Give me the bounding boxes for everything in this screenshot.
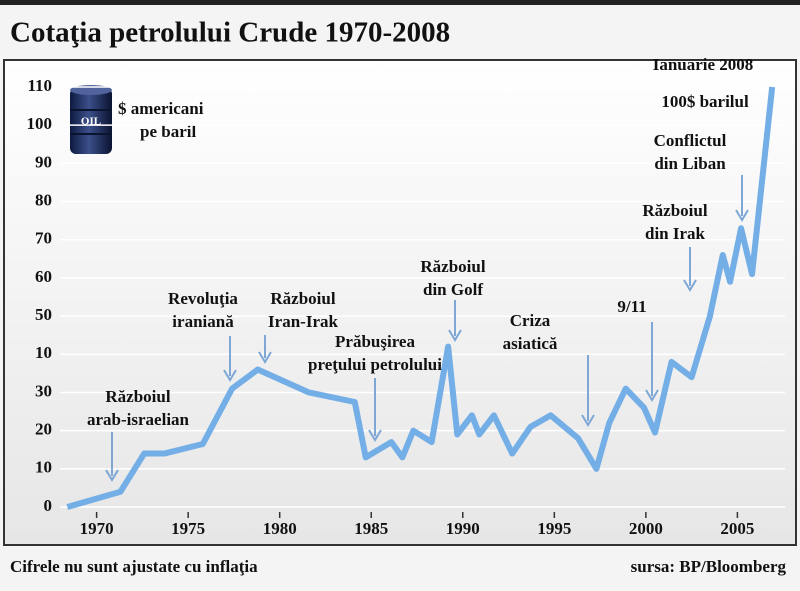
y-tick-label: 10 bbox=[35, 458, 52, 477]
y-tick-label: 10 bbox=[35, 343, 52, 362]
annotation: 9/11 bbox=[617, 297, 646, 316]
annotation: Revoluţia bbox=[168, 289, 238, 308]
annotation: Criza bbox=[510, 311, 551, 330]
x-tick-label: 2005 bbox=[720, 519, 754, 538]
top-bar bbox=[0, 0, 800, 5]
oil-icon: OIL bbox=[70, 85, 112, 154]
x-tick-label: 1970 bbox=[80, 519, 114, 538]
subtitle: $ americani bbox=[118, 99, 204, 118]
arrow-head bbox=[735, 209, 749, 222]
arrow-head bbox=[105, 469, 119, 482]
y-tick-label: 110 bbox=[27, 76, 52, 95]
annotation: din Irak bbox=[645, 224, 706, 243]
annotation: Prăbuşirea bbox=[335, 332, 415, 351]
footnote: Cifrele nu sunt ajustate cu inflaţia bbox=[10, 557, 258, 576]
x-tick-label: 1990 bbox=[446, 519, 480, 538]
arrow-head bbox=[683, 279, 697, 292]
annotation: Războiul bbox=[420, 257, 485, 276]
annotation: asiatică bbox=[503, 334, 558, 353]
annotation: Războiul bbox=[642, 201, 707, 220]
annotation: Iran-Irak bbox=[268, 312, 338, 331]
y-tick-label: 70 bbox=[35, 229, 52, 248]
x-tick-label: 2000 bbox=[629, 519, 663, 538]
y-tick-label: 0 bbox=[44, 496, 53, 515]
chart-title: Cotaţia petrolului Crude 1970-2008 bbox=[10, 17, 450, 49]
x-tick-label: 1980 bbox=[263, 519, 297, 538]
source: sursa: BP/Bloomberg bbox=[631, 557, 787, 576]
top-note: Ianuarie 2008 bbox=[653, 55, 754, 74]
annotation: arab-israelian bbox=[87, 410, 190, 429]
y-tick-label: 50 bbox=[35, 305, 52, 324]
arrow-head bbox=[258, 351, 272, 364]
arrow-head bbox=[581, 414, 595, 427]
y-tick-label: 80 bbox=[35, 190, 52, 209]
annotation: preţului petrolului bbox=[308, 355, 442, 374]
annotation: Conflictul bbox=[654, 131, 727, 150]
arrow-head bbox=[448, 329, 462, 342]
arrow-head bbox=[223, 369, 237, 382]
y-tick-label: 20 bbox=[35, 420, 52, 439]
y-tick-label: 30 bbox=[35, 381, 52, 400]
arrow-head bbox=[368, 429, 382, 442]
x-tick-label: 1995 bbox=[537, 519, 571, 538]
top-note: 100$ barilul bbox=[661, 92, 749, 111]
annotation: din Liban bbox=[654, 154, 726, 173]
x-tick-label: 1985 bbox=[354, 519, 388, 538]
x-tick-label: 1975 bbox=[171, 519, 205, 538]
annotation: Războiul bbox=[105, 387, 170, 406]
annotation: iraniană bbox=[172, 312, 234, 331]
arrow-head bbox=[645, 389, 659, 402]
annotation: din Golf bbox=[423, 280, 483, 299]
subtitle: pe baril bbox=[140, 122, 196, 141]
y-tick-label: 90 bbox=[35, 152, 52, 171]
annotation: Războiul bbox=[270, 289, 335, 308]
y-tick-label: 100 bbox=[27, 114, 53, 133]
price-line bbox=[66, 86, 776, 510]
y-tick-label: 60 bbox=[35, 267, 52, 286]
